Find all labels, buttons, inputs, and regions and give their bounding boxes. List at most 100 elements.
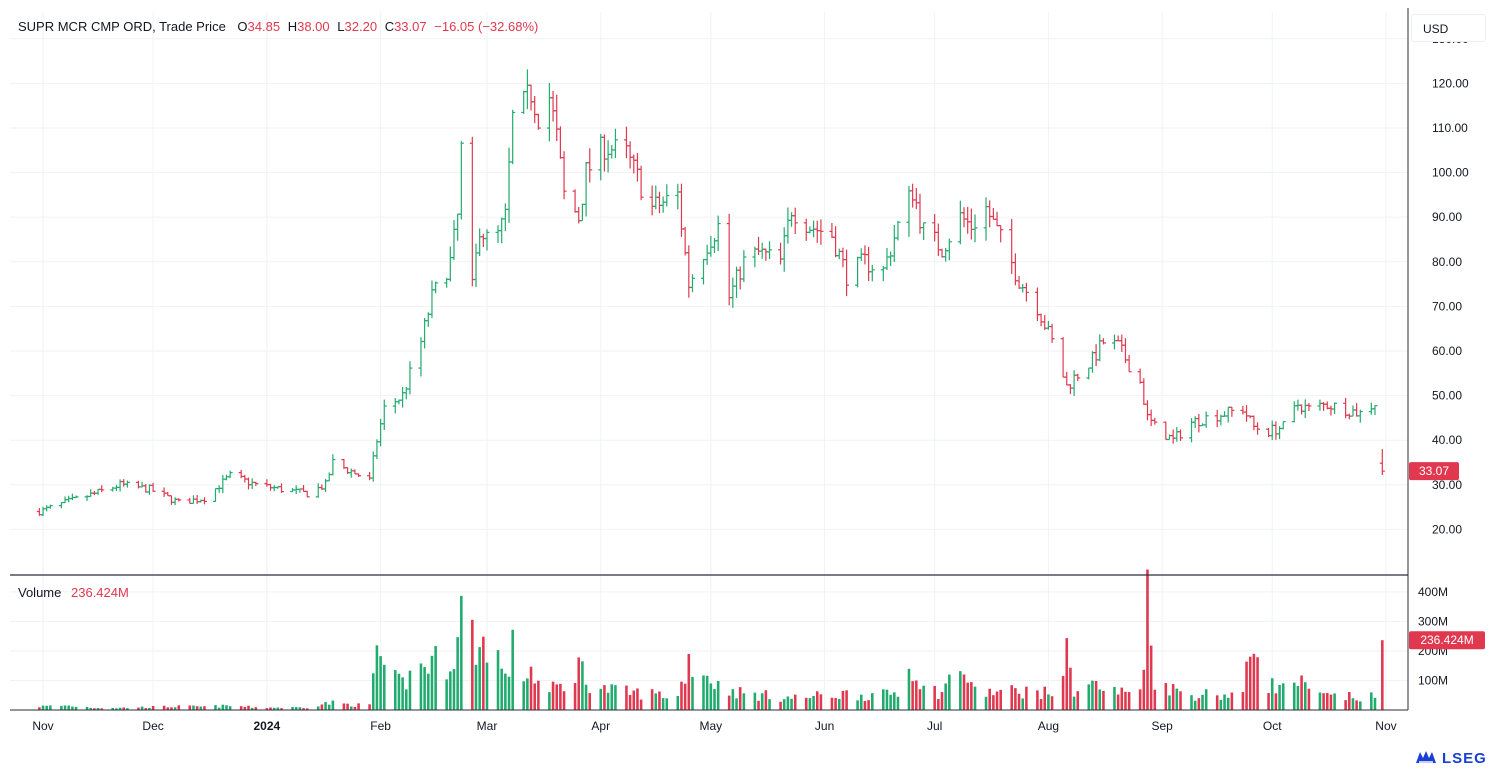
volume-bar[interactable] <box>298 707 302 710</box>
ohlc-bar[interactable] <box>1251 415 1257 431</box>
ohlc-bar[interactable] <box>1119 334 1125 352</box>
ohlc-bar[interactable] <box>484 229 490 251</box>
volume-bar[interactable] <box>1072 696 1076 710</box>
volume-bar[interactable] <box>1248 656 1252 710</box>
volume-bar[interactable] <box>1373 697 1377 710</box>
volume-bar[interactable] <box>1333 693 1336 710</box>
volume-bar[interactable] <box>203 706 206 710</box>
ohlc-bar[interactable] <box>1009 219 1015 274</box>
ohlc-bar[interactable] <box>888 251 894 267</box>
ohlc-bar[interactable] <box>675 183 681 210</box>
ohlc-bar[interactable] <box>601 134 607 172</box>
volume-bar[interactable] <box>984 696 988 710</box>
ohlc-bar[interactable] <box>176 498 182 502</box>
ohlc-bar[interactable] <box>1067 384 1073 395</box>
volume-bar[interactable] <box>166 707 170 710</box>
ohlc-bar[interactable] <box>763 248 769 261</box>
volume-bar[interactable] <box>331 700 335 710</box>
volume-bar[interactable] <box>1318 692 1322 710</box>
ohlc-bar[interactable] <box>249 478 255 490</box>
ohlc-bar[interactable] <box>836 248 842 260</box>
ohlc-bar[interactable] <box>638 165 644 201</box>
ohlc-bar[interactable] <box>1115 335 1121 342</box>
volume-bar[interactable] <box>456 637 459 710</box>
ohlc-bar[interactable] <box>792 207 798 234</box>
ohlc-bar[interactable] <box>315 483 321 498</box>
ohlc-bar[interactable] <box>451 220 457 260</box>
volume-bar[interactable] <box>948 674 951 710</box>
volume-bar[interactable] <box>680 681 683 710</box>
ohlc-bar[interactable] <box>987 200 993 228</box>
volume-bar[interactable] <box>1021 698 1025 710</box>
volume-bar[interactable] <box>970 682 973 710</box>
volume-bar[interactable] <box>1355 700 1358 710</box>
volume-bar[interactable] <box>665 698 669 710</box>
volume-bar[interactable] <box>85 706 89 710</box>
volume-bar[interactable] <box>705 675 709 710</box>
ohlc-bar[interactable] <box>968 208 974 240</box>
volume-bar[interactable] <box>1120 687 1124 710</box>
ohlc-bar[interactable] <box>660 196 666 213</box>
volume-bar[interactable] <box>1223 694 1226 710</box>
volume-bar[interactable] <box>1190 695 1193 710</box>
ohlc-bar[interactable] <box>1321 402 1327 411</box>
volume-bar[interactable] <box>804 697 808 710</box>
ohlc-bar[interactable] <box>1350 405 1356 417</box>
volume-bar[interactable] <box>1219 699 1223 710</box>
volume-bar[interactable] <box>214 705 217 710</box>
volume-bar[interactable] <box>353 706 357 710</box>
volume-bar[interactable] <box>1300 675 1303 710</box>
ohlc-bar[interactable] <box>1372 405 1378 416</box>
ohlc-bar[interactable] <box>253 481 259 486</box>
ohlc-bar[interactable] <box>47 504 53 509</box>
ohlc-bar[interactable] <box>223 474 229 481</box>
volume-bar[interactable] <box>419 663 423 710</box>
volume-bar[interactable] <box>830 697 834 710</box>
ohlc-bar[interactable] <box>983 197 989 241</box>
ohlc-bar[interactable] <box>524 69 530 110</box>
volume-bar[interactable] <box>533 683 536 710</box>
volume-bar[interactable] <box>1292 682 1296 710</box>
volume-bar[interactable] <box>1149 645 1153 710</box>
volume-bar[interactable] <box>1076 691 1080 710</box>
volume-bar[interactable] <box>555 684 559 710</box>
volume-bar[interactable] <box>1344 700 1347 710</box>
volume-bar[interactable] <box>115 708 118 710</box>
volume-bar[interactable] <box>1193 700 1197 710</box>
volume-bar[interactable] <box>551 681 555 710</box>
volume-bar[interactable] <box>346 703 349 710</box>
volume-bar[interactable] <box>1252 653 1256 710</box>
ohlc-bar[interactable] <box>623 126 629 159</box>
volume-bar[interactable] <box>716 681 720 710</box>
volume-bar[interactable] <box>654 693 658 710</box>
ohlc-bar[interactable] <box>1170 429 1176 444</box>
volume-bar[interactable] <box>1307 688 1311 710</box>
volume-bar[interactable] <box>573 683 577 710</box>
ohlc-bar[interactable] <box>469 136 475 287</box>
volume-bar[interactable] <box>177 705 181 710</box>
volume-bar[interactable] <box>423 667 426 710</box>
volume-bar[interactable] <box>327 704 331 710</box>
volume-bar[interactable] <box>379 656 382 710</box>
ohlc-bar[interactable] <box>994 211 1000 227</box>
volume-bar[interactable] <box>471 619 474 710</box>
volume-bar[interactable] <box>738 687 742 710</box>
volume-bar[interactable] <box>896 696 900 710</box>
volume-bar[interactable] <box>1256 657 1259 710</box>
volume-bar[interactable] <box>790 698 793 710</box>
currency-button[interactable]: USD <box>1411 14 1486 42</box>
volume-bar[interactable] <box>658 691 661 710</box>
volume-bar[interactable] <box>1164 683 1168 710</box>
volume-bar[interactable] <box>995 691 999 710</box>
ohlc-bar[interactable] <box>1075 373 1081 382</box>
volume-bar[interactable] <box>599 688 603 710</box>
volume-bar[interactable] <box>764 690 768 710</box>
volume-bar[interactable] <box>1061 675 1065 710</box>
volume-bar[interactable] <box>691 676 694 710</box>
volume-bar[interactable] <box>192 705 195 710</box>
volume-bar[interactable] <box>559 683 562 710</box>
volume-bar[interactable] <box>137 707 140 710</box>
volume-bar[interactable] <box>837 698 841 710</box>
volume-bar[interactable] <box>250 707 254 710</box>
ohlc-bar[interactable] <box>1306 403 1312 411</box>
